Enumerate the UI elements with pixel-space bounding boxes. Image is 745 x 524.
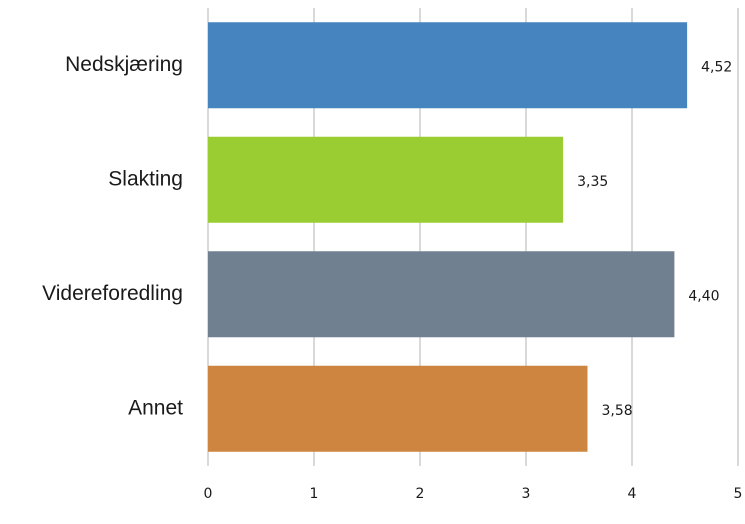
value-labels: 4,52 3,35 4,40 3,58 bbox=[577, 59, 732, 419]
category-label-nedskjæring: Nedskjæring bbox=[65, 53, 183, 76]
category-label-videreforedling: Videreforedling bbox=[42, 282, 183, 305]
bar-slakting bbox=[208, 136, 564, 223]
bar-annet bbox=[208, 365, 588, 452]
x-tick-label-2: 2 bbox=[416, 486, 425, 502]
x-tick-label-1: 1 bbox=[310, 486, 319, 502]
category-label-annet: Annet bbox=[128, 396, 183, 419]
x-tick-label-4: 4 bbox=[628, 486, 637, 502]
x-tick-label-0: 0 bbox=[204, 486, 213, 502]
x-tick-label-5: 5 bbox=[734, 486, 743, 502]
x-tick-label-3: 3 bbox=[522, 486, 531, 502]
data-label-annet: 3,58 bbox=[601, 403, 632, 419]
bars bbox=[208, 22, 688, 452]
data-label-slakting: 3,35 bbox=[577, 174, 608, 190]
category-labels: Nedskjæring Slakting Videreforedling Annet bbox=[42, 53, 183, 420]
bar-videreforedling bbox=[208, 251, 675, 338]
data-label-videreforedling: 4,40 bbox=[688, 288, 719, 304]
bar-nedskjæring bbox=[208, 22, 688, 109]
data-label-nedskjæring: 4,52 bbox=[701, 59, 732, 75]
x-axis-tick-labels: 0 1 2 3 4 5 bbox=[204, 486, 743, 502]
category-label-slakting: Slakting bbox=[108, 167, 183, 190]
